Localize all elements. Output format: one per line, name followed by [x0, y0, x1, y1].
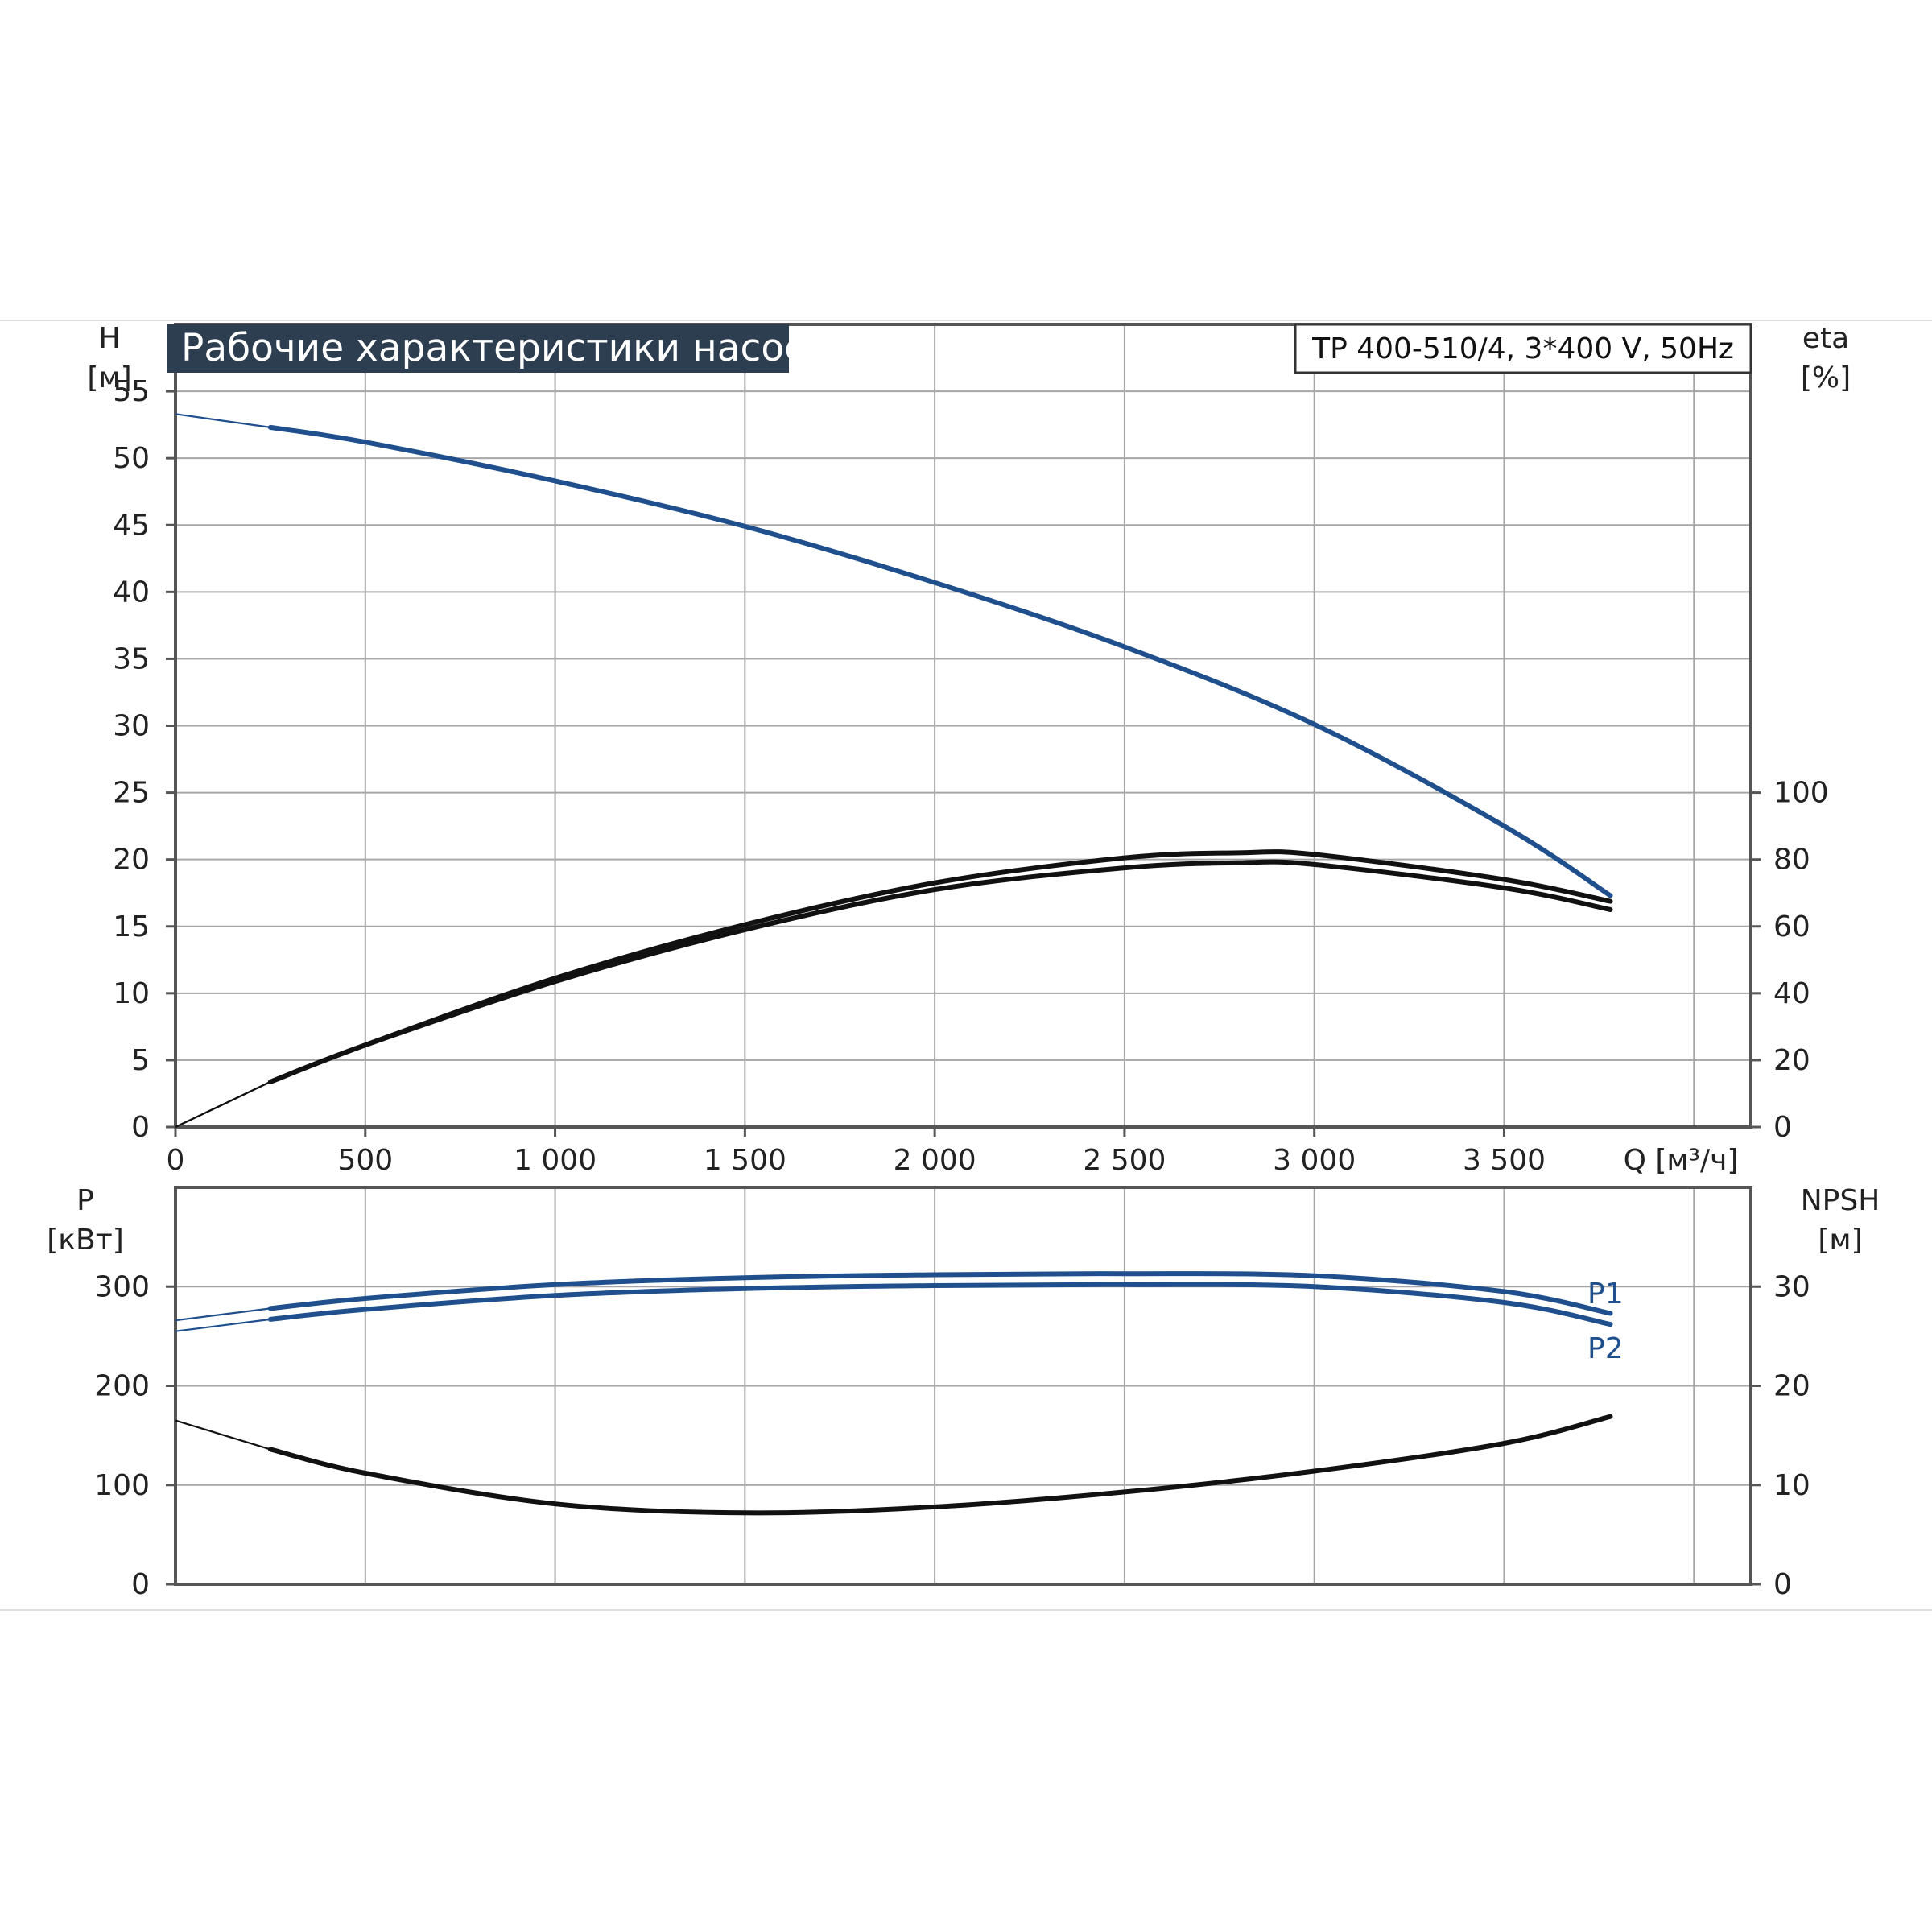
tick-label-left: 20 [113, 844, 150, 877]
tick-label-x: 3 500 [1463, 1144, 1546, 1177]
npsh-curve [267, 1414, 1613, 1516]
title-box [167, 324, 789, 373]
h-axis-name: H [98, 322, 120, 355]
tick-label-right: 20 [1773, 1044, 1810, 1077]
chart-title: Рабочие характеристики насоса [181, 326, 828, 370]
tick-label-x: 3 000 [1273, 1144, 1356, 1177]
model-box [1294, 323, 1752, 374]
eta-axis-unit: [%] [1801, 361, 1851, 394]
head-curve-extension [175, 413, 271, 428]
tick-label-left: 55 [113, 375, 150, 408]
series-label-p1: P1 [1587, 1278, 1624, 1311]
power-curve-p2 [267, 1282, 1613, 1327]
power-curve-p2-extension [175, 1318, 271, 1332]
power-curve-p1 [267, 1271, 1613, 1316]
tick-label-left: 300 [94, 1270, 150, 1303]
tick-label-x: 2 000 [894, 1144, 976, 1177]
head-curve [267, 424, 1613, 898]
model-label: TP 400-510/4, 3*400 V, 50Hz [1311, 332, 1734, 365]
tick-label-right: 10 [1773, 1469, 1810, 1502]
eta-axis-name: eta [1802, 322, 1849, 355]
h-axis-unit: [м] [87, 361, 131, 394]
p-axis-name: P [76, 1184, 94, 1217]
npsh-axis-unit: [м] [1818, 1224, 1862, 1257]
tick-label-x: 0 [167, 1144, 185, 1177]
tick-label-right: 80 [1773, 844, 1810, 877]
tick-label-left: 10 [113, 977, 150, 1010]
tick-label-left: 0 [131, 1111, 150, 1144]
tick-label-left: 40 [113, 576, 150, 609]
power-curve-p1-extension [175, 1307, 271, 1322]
p-axis-unit: [кВт] [47, 1224, 124, 1257]
series-label-p2: P2 [1587, 1332, 1624, 1365]
bottom-ticks: 0 100 200 300 0 10 20 30 [94, 1270, 1810, 1601]
tick-label-left: 100 [94, 1469, 150, 1502]
tick-label-left: 50 [113, 442, 150, 475]
tick-label-left: 15 [113, 910, 150, 943]
bottom-series-group [175, 1271, 1613, 1516]
efficiency-curve-lower-extension [175, 1080, 271, 1128]
tick-label-left: 30 [113, 710, 150, 743]
tick-label-right: 30 [1773, 1270, 1810, 1303]
tick-label-x: 1 000 [514, 1144, 597, 1177]
tick-label-right: 100 [1773, 777, 1829, 810]
tick-label-left: 0 [131, 1568, 150, 1601]
tick-label-right: 20 [1773, 1370, 1810, 1403]
top-ticks: 0 5 10 15 20 25 30 35 40 45 50 55 0 20 40 60 80 100 0 500 1 … [113, 375, 1829, 1177]
tick-label-left: 25 [113, 777, 150, 810]
npsh-curve-extension [175, 1419, 271, 1451]
q-axis-label: Q [м³/ч] [1624, 1144, 1739, 1177]
tick-label-left: 5 [131, 1044, 150, 1077]
top-grid [175, 324, 1751, 1127]
tick-label-x: 500 [337, 1144, 393, 1177]
bottom-grid [175, 1187, 1751, 1584]
tick-label-x: 2 500 [1083, 1144, 1166, 1177]
tick-label-right: 60 [1773, 910, 1810, 943]
tick-label-left: 45 [113, 509, 150, 542]
npsh-axis-name: NPSH [1801, 1184, 1880, 1217]
tick-label-right: 40 [1773, 977, 1810, 1010]
tick-label-right: 0 [1773, 1111, 1792, 1144]
top-series-group [175, 413, 1613, 1128]
tick-label-right: 0 [1773, 1568, 1792, 1601]
tick-label-left: 35 [113, 642, 150, 675]
efficiency-curve-lower [267, 859, 1613, 1084]
tick-label-left: 200 [94, 1370, 150, 1403]
tick-label-x: 1 500 [704, 1144, 786, 1177]
